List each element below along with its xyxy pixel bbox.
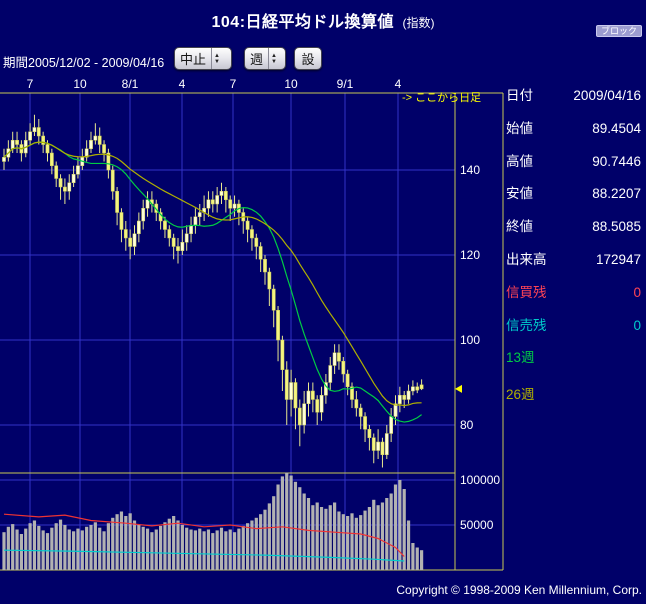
x-axis-labels: 7 10 8/1 4 7 10 9/1 4	[27, 78, 402, 91]
settings-button[interactable]: 設	[294, 47, 322, 70]
quote-label: 26週	[506, 387, 535, 403]
period-range-label: 期間2005/12/02 - 2009/04/16	[3, 56, 165, 70]
quote-row: 始値 89.4504	[506, 113, 644, 146]
quote-label: 始値	[506, 120, 533, 136]
svg-text:4: 4	[395, 78, 402, 91]
quote-label: 13週	[506, 350, 535, 366]
svg-text:-> ここから日足: -> ここから日足	[402, 91, 481, 104]
timeframe-select-label: 週	[250, 52, 264, 67]
frame-layer	[0, 92, 504, 571]
quote-row: 信買残 0	[506, 277, 644, 310]
page-title: 104:日経平均ドル換算値 (指数)	[0, 8, 646, 32]
svg-text:10: 10	[73, 78, 87, 91]
timeframe-stepper-icon[interactable]: ▲ ▼	[268, 48, 279, 69]
quote-value: 89.4504	[592, 120, 641, 136]
price-volume-chart[interactable]: 7 10 8/1 4 7 10 9/1 4 140 120 100 80 100000 50000 -> こ…	[0, 78, 505, 575]
svg-text:7: 7	[230, 78, 237, 91]
svg-text:50000: 50000	[460, 518, 494, 532]
margin-balance-lines	[3, 513, 405, 562]
quote-label: 安値	[506, 186, 533, 202]
quote-row: 安値 88.2207	[506, 178, 644, 211]
timeframe-select-button[interactable]: 週 ▲ ▼	[244, 47, 286, 70]
svg-text:7: 7	[27, 78, 34, 91]
quote-row: 日付 2009/04/16	[506, 80, 644, 113]
quote-value: 0	[633, 317, 641, 333]
svg-text:100000: 100000	[460, 473, 500, 487]
quote-label: 日付	[506, 88, 533, 103]
quote-value: 172947	[595, 251, 641, 267]
quote-row: 26週	[506, 379, 644, 412]
term-select-label: 中止	[180, 52, 207, 67]
svg-text:4: 4	[179, 78, 186, 91]
ma-lines-layer	[3, 141, 422, 423]
daily-start-annotation: -> ここから日足	[402, 91, 481, 104]
quote-value: 0	[633, 284, 641, 300]
quote-value: 90.7446	[592, 153, 641, 169]
svg-text:10: 10	[284, 78, 298, 91]
svg-text:9/1: 9/1	[337, 78, 354, 91]
current-price-marker	[455, 384, 462, 393]
y-axis-labels: 140 120 100 80 100000 50000	[460, 163, 500, 532]
quote-row: 終値 88.5085	[506, 211, 644, 244]
quote-row: 出来高 172947	[506, 244, 644, 277]
quote-value: 88.5085	[592, 219, 641, 235]
volume-bars-layer	[2, 472, 424, 570]
block-button[interactable]: ブロック	[596, 25, 642, 37]
quote-row: 高値 90.7446	[506, 146, 644, 179]
term-select-button[interactable]: 中止 ▲ ▼	[174, 47, 232, 70]
settings-button-label: 設	[301, 52, 315, 67]
quote-value: 2009/04/16	[573, 88, 641, 103]
quote-label: 高値	[506, 153, 533, 169]
quote-row: 信売残 0	[506, 310, 644, 343]
svg-text:140: 140	[460, 163, 480, 177]
quote-label: 信買残	[506, 284, 547, 300]
copyright-text: Copyright © 1998-2009 Ken Millennium, Co…	[396, 583, 642, 597]
svg-text:80: 80	[460, 418, 474, 432]
svg-text:120: 120	[460, 248, 480, 262]
chart-title: 104:日経平均ドル換算値	[211, 14, 395, 31]
quote-value: 88.2207	[592, 186, 641, 202]
term-stepper-icon[interactable]: ▲ ▼	[211, 48, 222, 69]
quote-label: 信売残	[506, 317, 547, 333]
svg-text:8/1: 8/1	[122, 78, 139, 91]
candles-layer	[2, 114, 424, 468]
chart-title-suffix: (指数)	[402, 16, 435, 30]
svg-text:100: 100	[460, 333, 480, 347]
quote-label: 終値	[506, 219, 533, 235]
quote-row: 13週	[506, 342, 644, 375]
quote-label: 出来高	[506, 251, 547, 267]
quote-panel: 日付 2009/04/16 始値 89.4504 高値 90.7446 安値 88.2207 終…	[506, 80, 644, 412]
